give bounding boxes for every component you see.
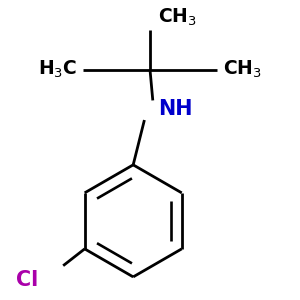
Text: CH$_3$: CH$_3$ — [223, 59, 262, 80]
Text: Cl: Cl — [16, 270, 38, 290]
Text: NH: NH — [158, 99, 193, 119]
Text: CH$_3$: CH$_3$ — [158, 6, 197, 28]
Text: H$_3$C: H$_3$C — [38, 59, 77, 80]
